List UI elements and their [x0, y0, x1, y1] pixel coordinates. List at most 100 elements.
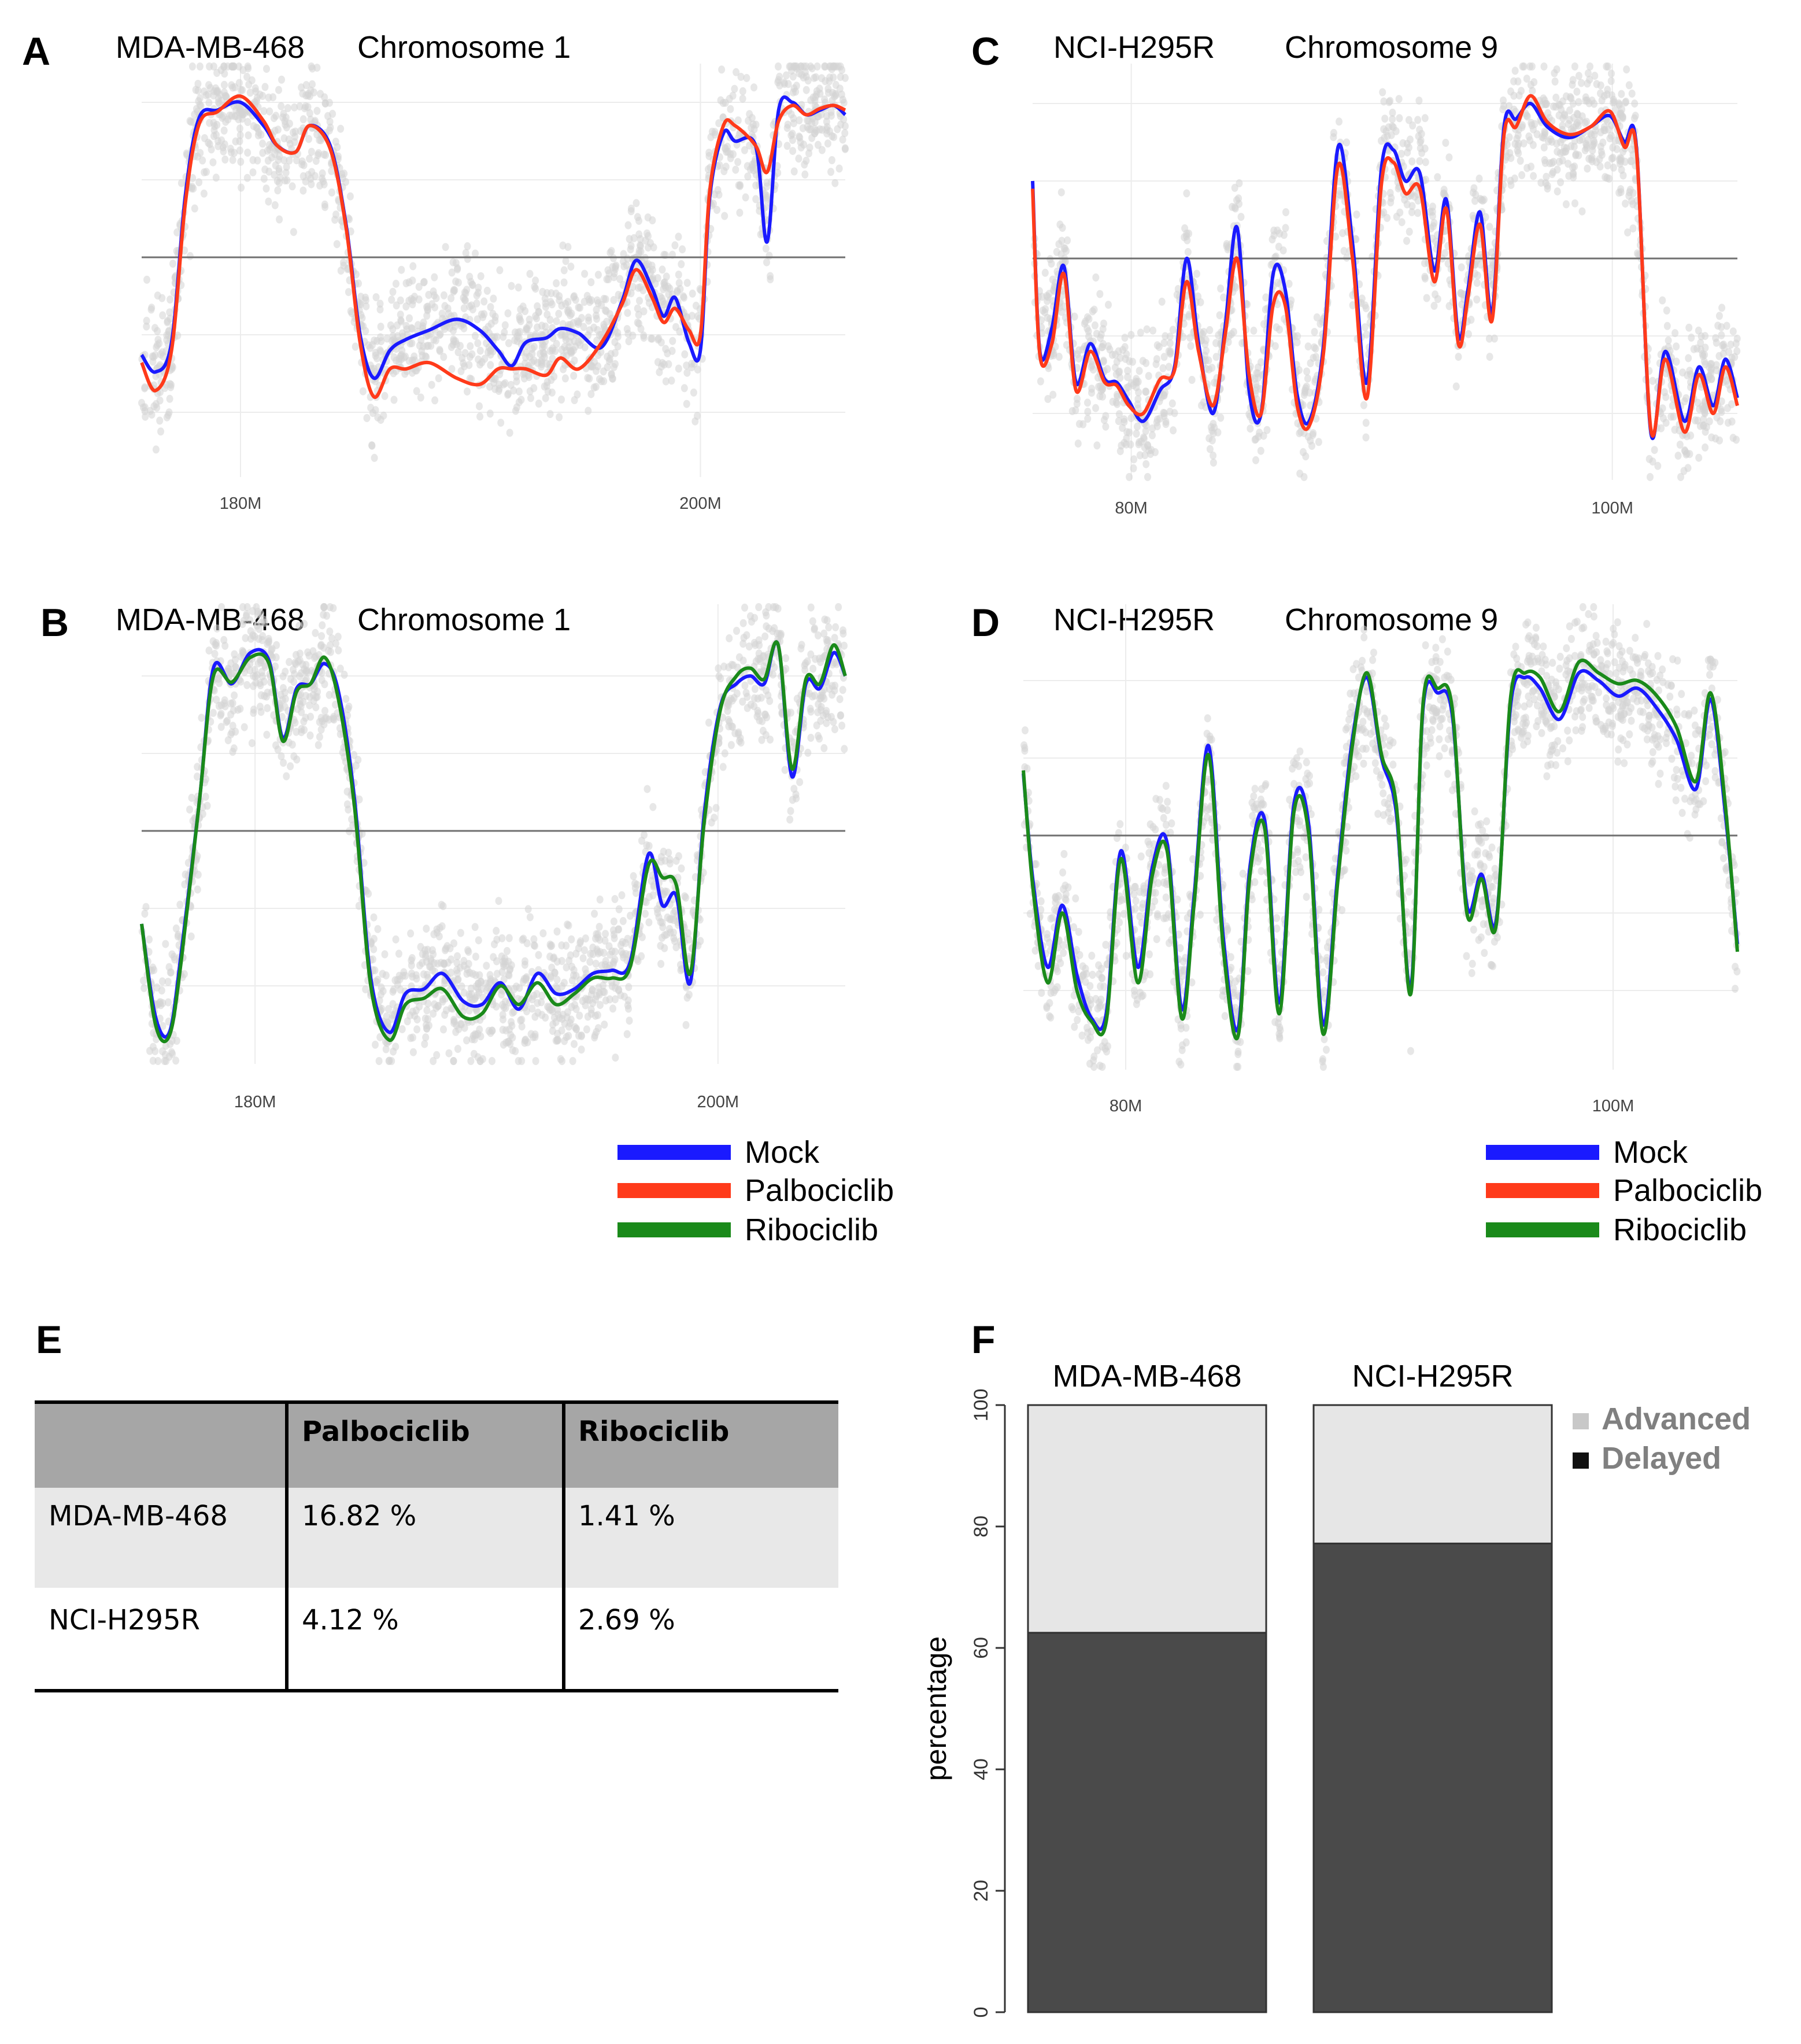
scatter-point [399, 329, 406, 338]
scatter-point [589, 362, 596, 371]
scatter-point [423, 925, 430, 933]
scatter-point [212, 173, 220, 182]
scatter-point [424, 331, 432, 339]
scatter-point [749, 120, 757, 129]
scatter-point [1471, 197, 1478, 205]
scatter-point [474, 315, 481, 324]
chart-b-plot: 180M 200M [138, 603, 848, 1111]
scatter-point [548, 300, 556, 309]
scatter-point [172, 1056, 180, 1065]
scatter-point [610, 295, 617, 304]
scatter-point [638, 837, 645, 845]
scatter-point [298, 708, 305, 716]
scatter-point [1421, 114, 1429, 123]
scatter-point [1576, 136, 1584, 145]
scatter-point [645, 298, 653, 307]
scatter-point [1442, 139, 1449, 147]
scatter-point [664, 349, 671, 358]
scatter-point [433, 925, 441, 934]
scatter-point [659, 358, 666, 367]
scatter-point [750, 166, 757, 175]
scatter-point [213, 696, 220, 704]
scatter-point [532, 1057, 539, 1065]
scatter-point [668, 376, 675, 385]
scatter-point [649, 803, 657, 811]
scatter-point [683, 313, 690, 322]
scatter-point [1379, 88, 1386, 97]
scatter-point [153, 983, 161, 992]
scatter-point [188, 793, 195, 802]
scatter-point [491, 313, 499, 321]
scatter-point [229, 748, 236, 756]
scatter-point [141, 383, 149, 391]
scatter-point [637, 324, 645, 333]
scatter-point [547, 974, 554, 982]
scatter-point [493, 970, 501, 978]
scatter-point [1129, 357, 1136, 366]
scatter-point [390, 396, 398, 404]
scatter-point [561, 343, 568, 351]
scatter-point [487, 319, 495, 328]
scatter-point [672, 943, 680, 952]
scatter-point [526, 352, 533, 361]
scatter-point [220, 80, 228, 89]
scatter-point [259, 149, 267, 157]
scatter-point [309, 80, 316, 88]
scatter-point [582, 934, 589, 942]
scatter-point [213, 639, 220, 648]
scatter-point [804, 748, 812, 757]
scatter-point [610, 273, 617, 282]
scatter-point [741, 146, 748, 154]
scatter-point [1628, 89, 1636, 98]
scatter-point [270, 114, 278, 123]
scatter-point [169, 363, 176, 372]
scatter-point [1206, 326, 1214, 334]
scatter-point [629, 331, 637, 340]
scatter-point [301, 726, 308, 734]
scatter-point [290, 678, 298, 686]
scatter-point [801, 170, 809, 179]
scatter-point [1057, 188, 1065, 197]
scatter-point [438, 922, 446, 930]
scatter-point [820, 629, 828, 638]
scatter-point [809, 114, 816, 123]
scatter-point [1545, 137, 1552, 146]
scatter-point [506, 428, 513, 437]
series-line-ribociclib [140, 640, 847, 1044]
scatter-point [264, 689, 271, 697]
scatter-point [543, 311, 551, 319]
scatter-point [299, 186, 307, 195]
scatter-point [371, 337, 378, 345]
scatter-point [1673, 342, 1680, 351]
scatter-point [165, 998, 172, 1007]
scatter-point [612, 360, 619, 368]
scatter-point [194, 86, 202, 95]
scatter-point [360, 859, 368, 867]
scatter-point [795, 154, 803, 163]
scatter-point [789, 130, 796, 138]
scatter-point [298, 157, 306, 166]
scatter-point [1485, 334, 1493, 343]
scatter-point [147, 305, 155, 314]
panel-c-cell-line: NCI-H295R [1053, 30, 1215, 65]
scatter-point [681, 350, 689, 358]
scatter-point [472, 952, 479, 961]
scatter-point [1700, 421, 1707, 430]
scatter-point [260, 677, 268, 686]
scatter-point [736, 208, 744, 217]
scatter-point [409, 1048, 417, 1056]
scatter-point [486, 971, 494, 980]
x-tick-label: 180M [220, 494, 262, 513]
scatter-point [1343, 138, 1350, 147]
scatter-point [390, 985, 397, 994]
scatter-point [256, 656, 264, 664]
scatter-point [365, 341, 372, 350]
scatter-point [1486, 223, 1493, 231]
scatter-point [793, 82, 800, 90]
scatter-point [239, 86, 246, 94]
scatter-point [276, 215, 283, 224]
scatter-point [501, 379, 509, 387]
scatter-point [1556, 101, 1564, 109]
scatter-point [1713, 413, 1721, 422]
scatter-point [477, 272, 485, 280]
